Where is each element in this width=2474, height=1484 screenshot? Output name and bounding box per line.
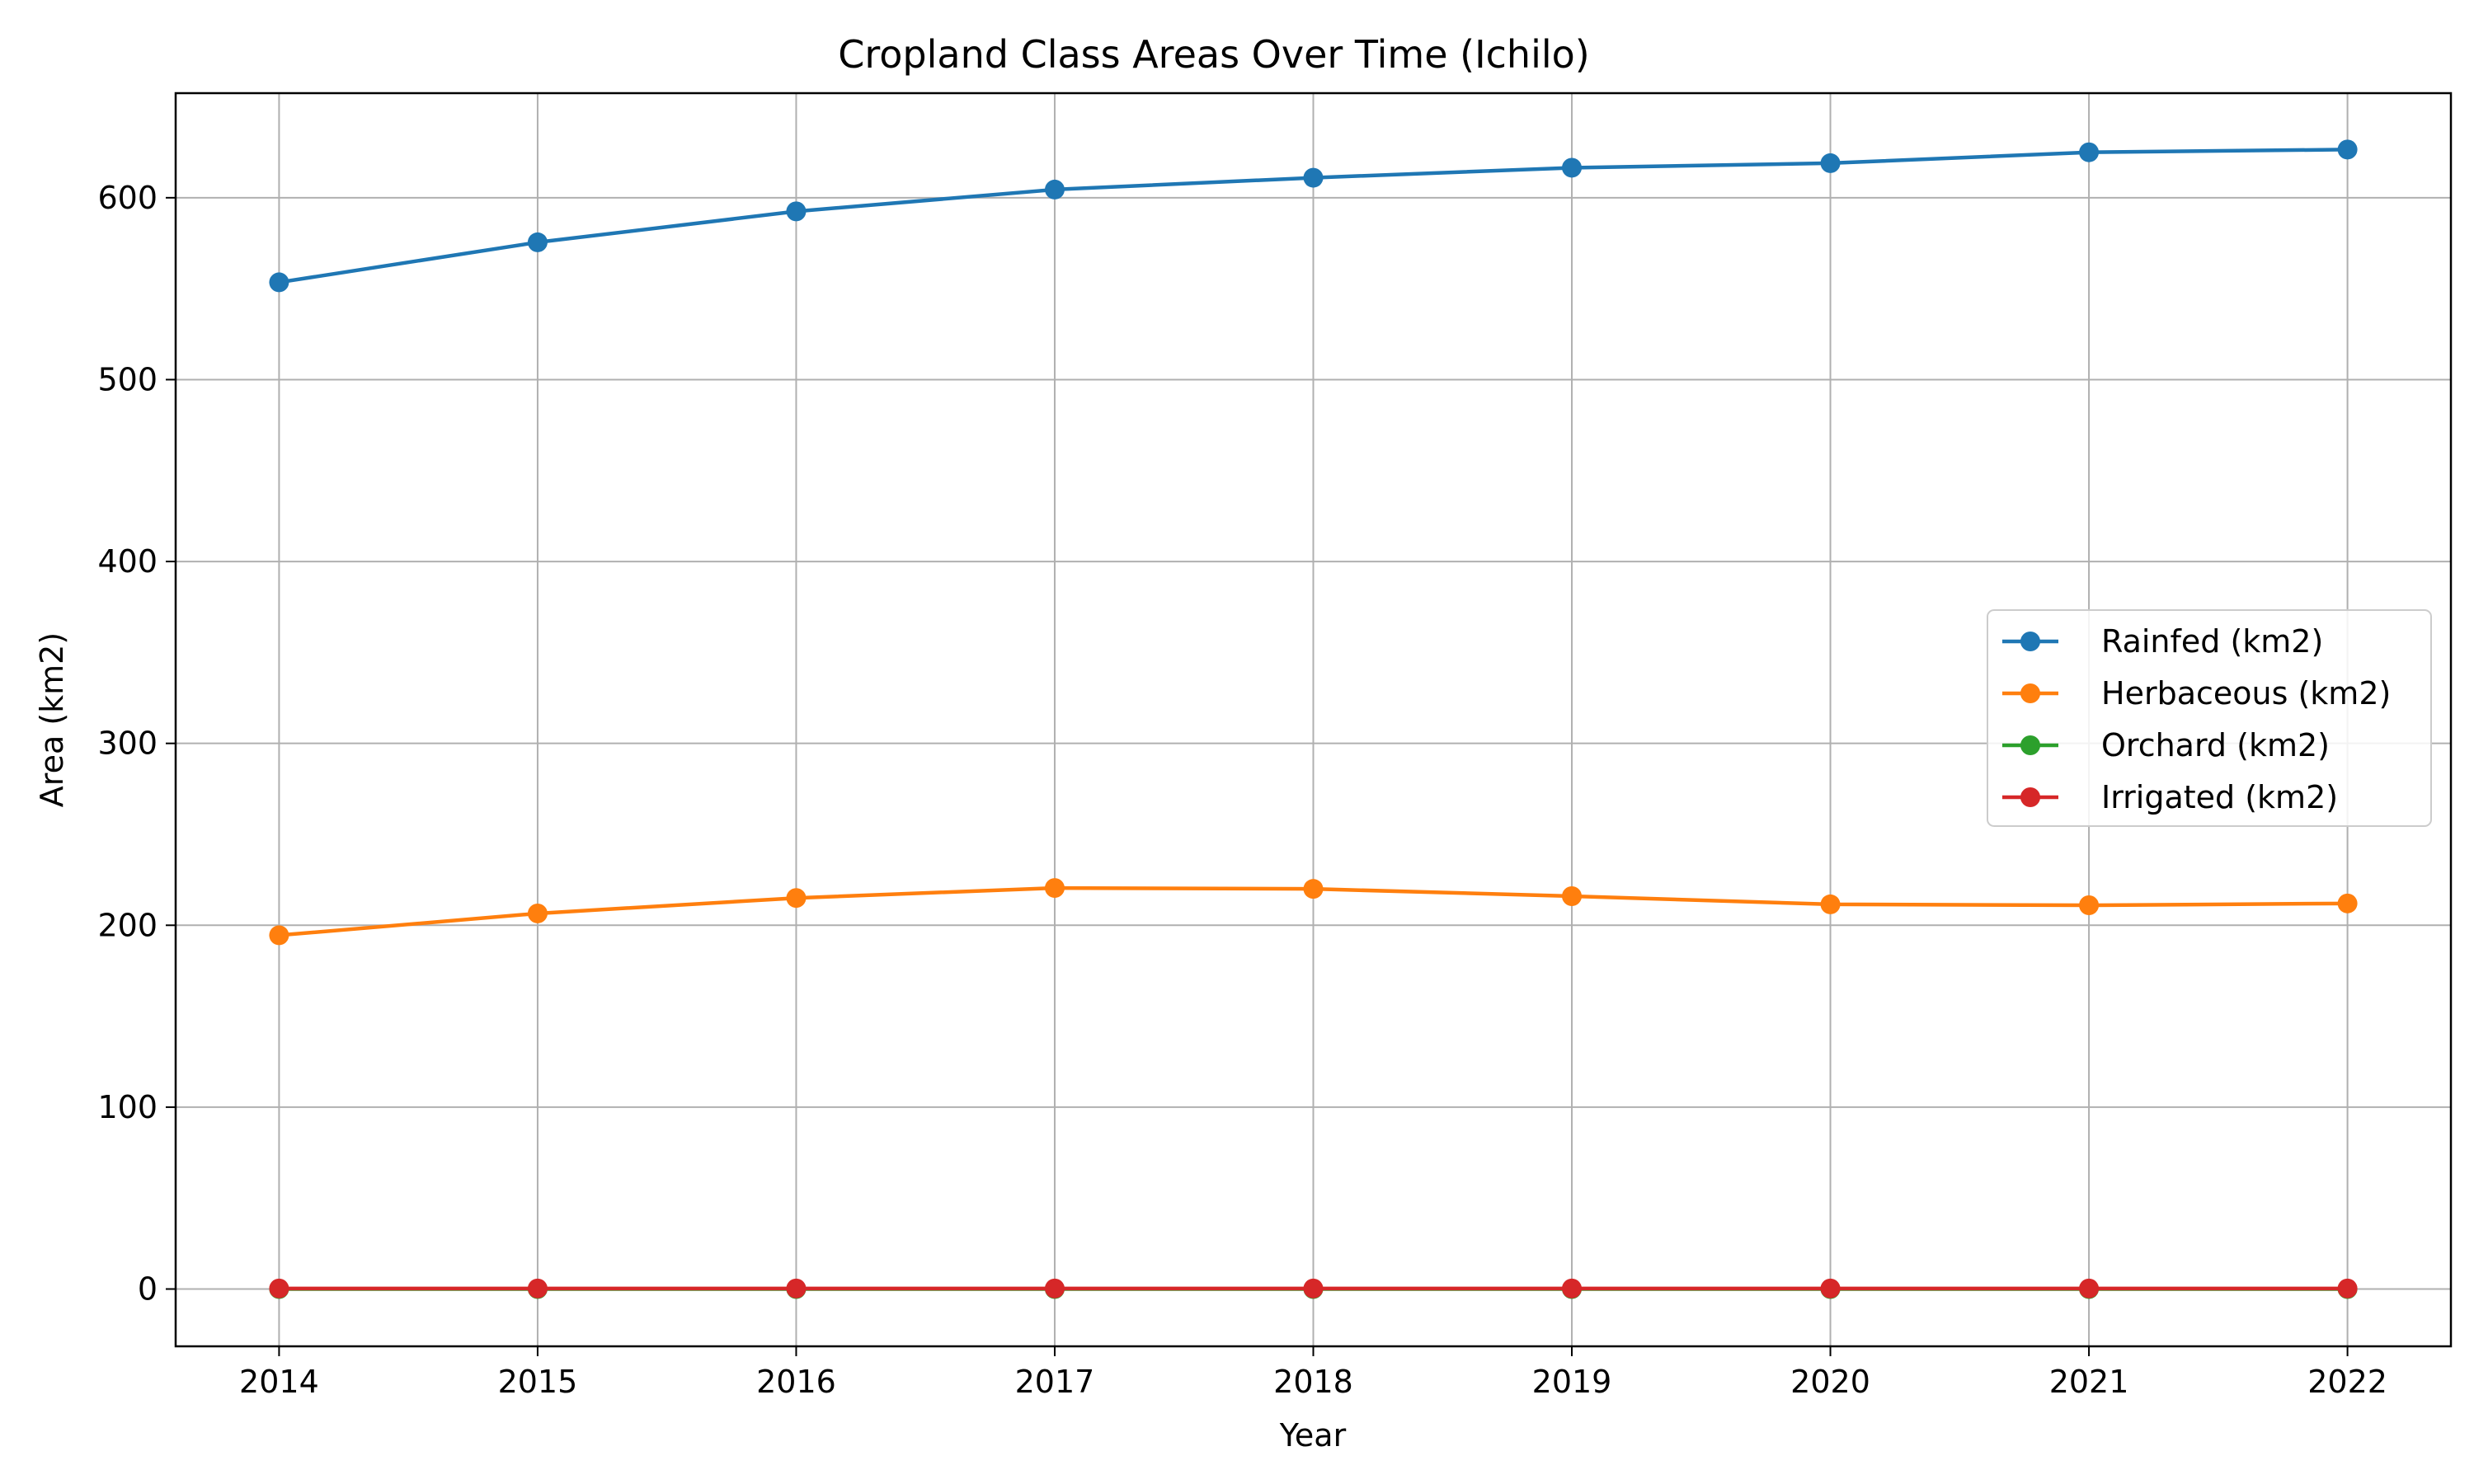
data-point: [269, 1278, 289, 1298]
data-point: [1303, 879, 1324, 899]
x-tick-label: 2018: [1273, 1364, 1353, 1400]
data-point: [2079, 1278, 2100, 1298]
data-point: [269, 272, 289, 293]
legend-marker: [2020, 787, 2040, 807]
data-point: [786, 201, 807, 222]
legend-item: Herbaceous (km2): [2002, 675, 2391, 711]
data-point: [1303, 1278, 1324, 1298]
data-point: [2337, 139, 2358, 160]
data-point: [1562, 885, 1583, 906]
legend-marker: [2020, 683, 2040, 703]
data-point: [527, 1278, 548, 1298]
y-tick-label: 100: [97, 1089, 158, 1125]
data-point: [2079, 895, 2100, 916]
data-point: [1044, 179, 1065, 200]
data-point: [1562, 1278, 1583, 1298]
x-tick-label: 2016: [756, 1364, 836, 1400]
x-tick-label: 2015: [498, 1364, 578, 1400]
chart-title: Cropland Class Areas Over Time (Ichilo): [838, 32, 1589, 77]
data-point: [1820, 153, 1841, 173]
data-point: [527, 903, 548, 923]
data-point: [1303, 167, 1324, 188]
data-point: [2337, 1278, 2358, 1298]
legend-marker: [2020, 632, 2040, 651]
data-point: [527, 232, 548, 252]
data-point: [1820, 1278, 1841, 1298]
legend: Rainfed (km2) Herbaceous (km2) Orchard (km…: [1987, 609, 2432, 827]
y-tick-label: 400: [97, 543, 158, 580]
data-point: [2337, 893, 2358, 913]
legend-item: Irrigated (km2): [2002, 779, 2338, 815]
series-1: [269, 878, 2358, 946]
legend-label: Irrigated (km2): [2101, 779, 2338, 815]
data-point: [786, 1278, 807, 1298]
legend-item: Rainfed (km2): [2002, 623, 2323, 660]
series-0: [269, 139, 2358, 293]
legend-label: Herbaceous (km2): [2101, 675, 2391, 711]
legend-label: Rainfed (km2): [2101, 623, 2323, 660]
legend-label: Orchard (km2): [2101, 727, 2330, 763]
x-tick-label: 2014: [239, 1364, 319, 1400]
y-tick-label: 300: [97, 726, 158, 762]
data-point: [1044, 1278, 1065, 1298]
y-axis-label: Area (km2): [34, 632, 70, 807]
data-point: [786, 888, 807, 909]
x-tick-label: 2021: [2049, 1364, 2129, 1400]
y-tick-label: 200: [97, 907, 158, 943]
data-point: [1562, 157, 1583, 178]
ticks: 2014 2015 2016 2017 2018 2019 2020 2021 2022 0 100…: [97, 180, 2387, 1400]
y-tick-label: 500: [97, 361, 158, 397]
x-tick-label: 2022: [2307, 1364, 2387, 1400]
legend-item: Orchard (km2): [2002, 727, 2330, 763]
y-tick-label: 0: [138, 1271, 158, 1308]
legend-box: [1987, 609, 2432, 827]
data-point: [269, 925, 289, 946]
x-tick-label: 2017: [1015, 1364, 1095, 1400]
y-tick-label: 600: [97, 180, 158, 216]
data-point: [1820, 894, 1841, 914]
x-tick-label: 2020: [1790, 1364, 1870, 1400]
x-axis-label: Year: [1279, 1417, 1347, 1453]
series-3: [269, 1278, 2358, 1298]
series-layer: [269, 139, 2358, 1299]
x-tick-label: 2019: [1532, 1364, 1612, 1400]
data-point: [1044, 878, 1065, 899]
data-point: [2079, 142, 2100, 162]
legend-marker: [2020, 735, 2040, 755]
